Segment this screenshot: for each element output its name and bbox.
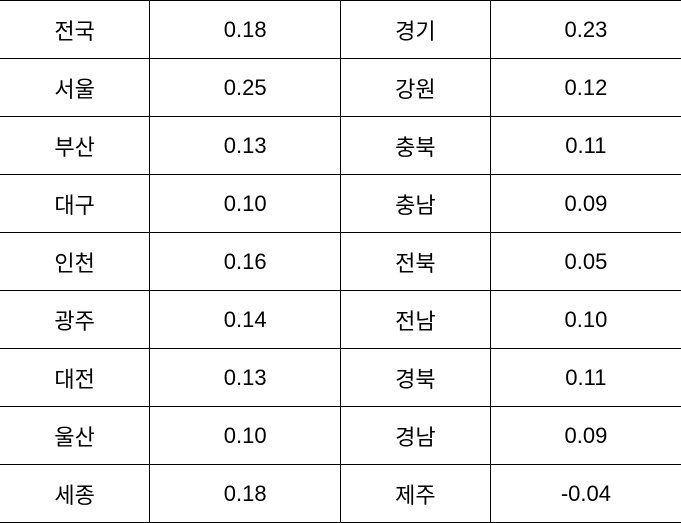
value-cell: 0.18 — [150, 465, 341, 523]
value-cell: 0.10 — [150, 175, 341, 233]
table-row: 부산 0.13 충북 0.11 — [0, 117, 681, 175]
value-cell: -0.04 — [490, 465, 681, 523]
region-cell: 대구 — [0, 175, 150, 233]
table-row: 광주 0.14 전남 0.10 — [0, 291, 681, 349]
value-cell: 0.10 — [150, 407, 341, 465]
region-cell: 광주 — [0, 291, 150, 349]
value-cell: 0.09 — [490, 407, 681, 465]
table-row: 세종 0.18 제주 -0.04 — [0, 465, 681, 523]
table-row: 울산 0.10 경남 0.09 — [0, 407, 681, 465]
value-cell: 0.16 — [150, 233, 341, 291]
region-cell: 경기 — [340, 1, 490, 59]
region-cell: 세종 — [0, 465, 150, 523]
value-cell: 0.10 — [490, 291, 681, 349]
value-cell: 0.12 — [490, 59, 681, 117]
region-cell: 경북 — [340, 349, 490, 407]
value-cell: 0.25 — [150, 59, 341, 117]
table-row: 서울 0.25 강원 0.12 — [0, 59, 681, 117]
value-cell: 0.11 — [490, 117, 681, 175]
region-cell: 제주 — [340, 465, 490, 523]
value-cell: 0.05 — [490, 233, 681, 291]
table-row: 전국 0.18 경기 0.23 — [0, 1, 681, 59]
value-cell: 0.11 — [490, 349, 681, 407]
region-cell: 충남 — [340, 175, 490, 233]
region-cell: 강원 — [340, 59, 490, 117]
table-row: 인천 0.16 전북 0.05 — [0, 233, 681, 291]
region-cell: 인천 — [0, 233, 150, 291]
value-cell: 0.18 — [150, 1, 341, 59]
region-cell: 경남 — [340, 407, 490, 465]
region-cell: 부산 — [0, 117, 150, 175]
region-cell: 서울 — [0, 59, 150, 117]
data-table: 전국 0.18 경기 0.23 서울 0.25 강원 0.12 부산 0.13 … — [0, 0, 681, 523]
value-cell: 0.13 — [150, 349, 341, 407]
region-cell: 전국 — [0, 1, 150, 59]
value-cell: 0.13 — [150, 117, 341, 175]
region-cell: 충북 — [340, 117, 490, 175]
table-row: 대구 0.10 충남 0.09 — [0, 175, 681, 233]
value-cell: 0.09 — [490, 175, 681, 233]
table-row: 대전 0.13 경북 0.11 — [0, 349, 681, 407]
value-cell: 0.23 — [490, 1, 681, 59]
region-cell: 전남 — [340, 291, 490, 349]
table-body: 전국 0.18 경기 0.23 서울 0.25 강원 0.12 부산 0.13 … — [0, 1, 681, 523]
value-cell: 0.14 — [150, 291, 341, 349]
region-cell: 대전 — [0, 349, 150, 407]
region-cell: 전북 — [340, 233, 490, 291]
region-cell: 울산 — [0, 407, 150, 465]
